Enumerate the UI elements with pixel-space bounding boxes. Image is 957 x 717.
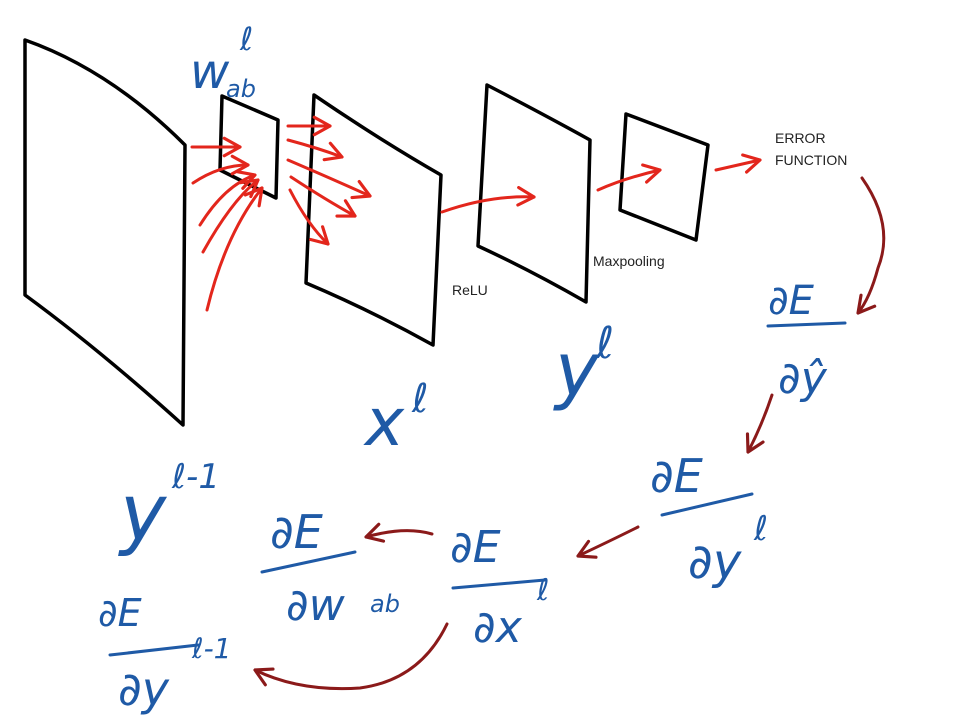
- forward-arrow: [286, 158, 372, 200]
- error-function-line1: ERROR: [775, 130, 826, 146]
- fraction-numerator: ∂E: [450, 522, 501, 573]
- fraction-bar: [766, 321, 847, 328]
- fraction-bar: [108, 643, 200, 657]
- forward-arrows-input-to-kernel: [190, 136, 264, 312]
- weights-superscript: ℓ: [239, 20, 253, 58]
- backward-arrow-yhat-to-yl: [745, 393, 774, 454]
- pooled-map: [618, 112, 710, 242]
- fraction-denominator: ∂ŷ: [778, 353, 828, 404]
- forward-arrow: [205, 186, 264, 312]
- forward-arrow: [198, 170, 257, 227]
- backward-arrow-xl-to-yprev: [253, 622, 449, 691]
- x-l-superscript: ℓ: [411, 376, 429, 422]
- weights-subscript: ab: [226, 75, 256, 103]
- y-prev-superscript: ℓ-1: [171, 457, 220, 497]
- weights-label: w: [190, 44, 230, 100]
- y-l-label: y: [553, 327, 600, 413]
- relu-label: ReLU: [452, 282, 488, 298]
- fraction-bar: [660, 492, 754, 517]
- fraction-numerator: ∂E: [650, 449, 703, 503]
- forward-arrow-relu: [440, 185, 536, 214]
- fraction-bar: [260, 550, 357, 574]
- fraction-numerator: ∂E: [270, 505, 323, 559]
- backward-arrow-yl-to-xl: [576, 525, 640, 559]
- fraction-superscript: ℓ-1: [191, 632, 231, 665]
- fraction-denominator: ∂w: [286, 580, 346, 631]
- forward-arrow-maxpool: [596, 163, 662, 192]
- feature-map-y-prev: [23, 38, 187, 427]
- fraction-superscript: ℓ: [536, 573, 549, 608]
- feature-map-x-l: [304, 93, 443, 347]
- gradient-dE-dyprev: ∂E ∂y ℓ-1: [98, 591, 231, 716]
- forward-arrow: [288, 188, 330, 246]
- gradient-dE-dyhat: ∂E ∂ŷ: [766, 278, 847, 404]
- fraction-numerator: ∂E: [768, 278, 815, 324]
- gradient-dE-dxl: ∂E ∂x ℓ: [450, 522, 549, 653]
- feature-map-y-l: [476, 83, 592, 304]
- forward-arrow-error: [714, 153, 762, 174]
- fraction-denominator: ∂x: [473, 602, 523, 653]
- error-function-line2: FUNCTION: [775, 152, 847, 168]
- forward-arrow: [201, 178, 260, 254]
- forward-arrows-kernel-to-x: [286, 115, 372, 246]
- forward-arrow: [289, 175, 357, 218]
- forward-arrow: [191, 154, 250, 185]
- x-l-label: x: [363, 384, 405, 461]
- y-prev-label: y: [118, 469, 168, 559]
- y-l-superscript: ℓ: [595, 318, 614, 369]
- backward-arrow-xl-to-wab: [364, 522, 434, 543]
- gradient-dE-dwab: ∂E ∂w ab: [260, 505, 400, 631]
- gradient-dE-dyl: ∂E ∂y ℓ: [650, 449, 768, 590]
- forward-arrow: [286, 138, 344, 162]
- maxpooling-label: Maxpooling: [593, 253, 665, 269]
- fraction-denominator: ∂y: [688, 534, 742, 590]
- fraction-numerator: ∂E: [98, 591, 142, 635]
- fraction-subscript: ab: [370, 590, 400, 618]
- fraction-superscript: ℓ: [753, 509, 768, 549]
- backward-arrow-error-to-yhat: [856, 176, 886, 315]
- fraction-bar: [451, 578, 547, 590]
- fraction-denominator: ∂y: [118, 662, 170, 716]
